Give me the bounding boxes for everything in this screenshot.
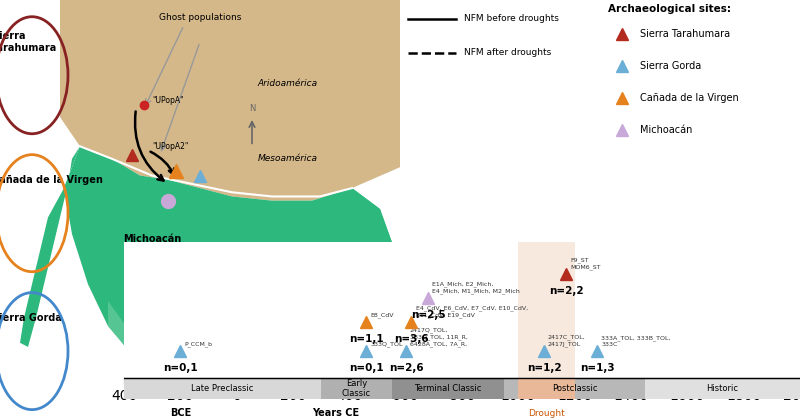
Text: n=1,3: n=1,3 [580, 363, 615, 373]
Text: 333Q_TOL: 333Q_TOL [370, 342, 403, 347]
Text: P_CCM_b: P_CCM_b [185, 342, 213, 347]
Text: "UPopA": "UPopA" [152, 96, 184, 105]
Text: Michoacán: Michoacán [640, 125, 692, 135]
Text: E1A_Mich, E2_Mich,
E4_Mich, M1_Mich, M2_Mich: E1A_Mich, E2_Mich, E4_Mich, M1_Mich, M2_… [433, 282, 520, 294]
Text: F9_ST
MOM6_ST: F9_ST MOM6_ST [570, 257, 601, 270]
Text: n=2,6: n=2,6 [389, 363, 423, 373]
Bar [645, 378, 800, 399]
Bar [321, 378, 391, 399]
Text: Mesoamérica: Mesoamérica [258, 154, 318, 163]
Bar [124, 378, 321, 399]
Text: n=2,2: n=2,2 [550, 286, 584, 296]
Text: Sierra Tarahumara: Sierra Tarahumara [640, 29, 730, 39]
Polygon shape [20, 146, 80, 347]
Text: BCE: BCE [170, 408, 191, 418]
Text: 333A_TOL, 333B_TOL,
333C: 333A_TOL, 333B_TOL, 333C [602, 335, 671, 347]
Text: NFM after droughts: NFM after droughts [464, 48, 551, 57]
Text: Terminal Classic: Terminal Classic [414, 384, 482, 393]
Text: n=1,2: n=1,2 [526, 363, 562, 373]
Text: n=1,1: n=1,1 [350, 334, 384, 344]
Bar [391, 378, 504, 399]
Text: "UPopA2": "UPopA2" [152, 142, 188, 151]
Text: Drought: Drought [528, 409, 565, 418]
Polygon shape [108, 301, 248, 393]
Text: n=3,6: n=3,6 [394, 334, 429, 344]
Text: NFM before droughts: NFM before droughts [464, 14, 559, 23]
Text: Early
Classic: Early Classic [342, 379, 371, 398]
Text: Historic: Historic [706, 384, 738, 393]
Text: Aridoamérica: Aridoamérica [258, 79, 318, 88]
Bar [504, 378, 645, 399]
Text: Years CE: Years CE [312, 408, 359, 418]
Text: Late Preclassic: Late Preclassic [191, 384, 254, 393]
Text: N: N [249, 104, 255, 113]
Bar [518, 378, 574, 399]
Text: n=2,5: n=2,5 [411, 310, 446, 320]
Text: Archaeological sites:: Archaeological sites: [608, 4, 731, 14]
Text: Ghost populations: Ghost populations [159, 13, 241, 22]
Polygon shape [64, 146, 392, 393]
Text: Sierra Gorda: Sierra Gorda [0, 313, 62, 323]
Text: Michoacán: Michoacán [123, 234, 181, 244]
Polygon shape [340, 188, 392, 293]
Text: Cañada de la Virgen: Cañada de la Virgen [0, 175, 103, 185]
Text: Postclassic: Postclassic [552, 384, 598, 393]
Text: 2417Q_TOL,
333Q_TOL, 11R_R,
6428A_TOL, 7A_R,: 2417Q_TOL, 333Q_TOL, 11R_R, 6428A_TOL, 7… [410, 328, 468, 347]
Text: n=0,1: n=0,1 [350, 363, 384, 373]
Text: Sierra
Tarahumara: Sierra Tarahumara [0, 31, 58, 53]
Text: Cañada de la Virgen: Cañada de la Virgen [640, 93, 738, 103]
Text: E8_CdV: E8_CdV [370, 313, 394, 318]
Text: Sierra Gorda: Sierra Gorda [640, 61, 702, 71]
Polygon shape [60, 0, 400, 201]
Text: E4_CdV, E6_CdV, E7_CdV, E10_CdV,
E11_CdV, E19_CdV: E4_CdV, E6_CdV, E7_CdV, E10_CdV, E11_CdV… [415, 306, 528, 318]
Text: 2417C_TOL,
2417J_TOL: 2417C_TOL, 2417J_TOL [548, 334, 586, 347]
Bar [518, 230, 574, 399]
Text: n=0,1: n=0,1 [163, 363, 198, 373]
